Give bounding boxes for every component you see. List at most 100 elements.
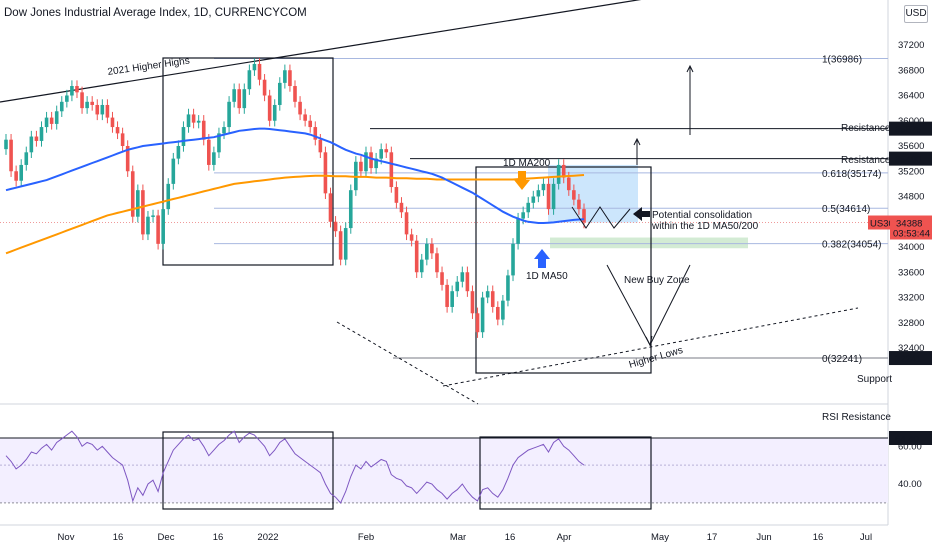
candle-body [501, 300, 505, 320]
fib-level-label: 1(36986) [822, 55, 862, 66]
rsi-line [5, 430, 585, 504]
candle-body [14, 171, 18, 181]
price-tick-label: 35200 [898, 166, 924, 177]
candle-body [125, 146, 130, 172]
candle-body [435, 253, 439, 273]
fib-level-label: 0.382(34054) [822, 240, 882, 251]
candle-body [425, 243, 429, 260]
candle-body [95, 104, 100, 115]
candle-body [75, 86, 79, 93]
ma50-label: 1D MA50 [526, 271, 568, 282]
candle-body [110, 117, 115, 128]
candle-body [333, 221, 338, 232]
symbol-badge: US30 [870, 219, 894, 230]
candle-body [34, 136, 39, 141]
rsi-box-right [479, 436, 652, 510]
candle-body [561, 164, 566, 178]
fib-level-label: 0(32241) [822, 354, 862, 365]
candle-body [521, 212, 525, 219]
candle-body [161, 209, 165, 244]
candle-body [196, 120, 201, 123]
rsi-badge: 64.40 [895, 434, 919, 445]
currency-button[interactable]: USD [904, 5, 928, 23]
candle-body [465, 272, 470, 292]
candle-body [318, 139, 323, 153]
candle-body [136, 190, 140, 217]
candle-body [445, 284, 449, 307]
candle-body [105, 104, 110, 118]
candle-body [29, 136, 34, 153]
fib-level-label: 0.618(35174) [822, 169, 882, 180]
candle-body [389, 152, 394, 188]
candle-body [288, 70, 292, 87]
candle-body [146, 216, 150, 235]
blue-arrow-icon [534, 249, 550, 268]
ma50-line [5, 127, 585, 224]
consolidation-zigzag [571, 206, 631, 229]
candle-body [323, 152, 328, 194]
rsi-tick-label: 40.00 [898, 479, 922, 490]
candle-body [440, 272, 444, 285]
candle-body [247, 70, 252, 90]
candle-body [546, 183, 551, 210]
last-price-badge-bg [890, 215, 932, 240]
time-tick-label: Feb [358, 532, 374, 543]
rsi-box-left [162, 431, 334, 510]
candle-body [70, 86, 74, 96]
resistance2-label: Resistance 2 [841, 123, 899, 134]
candle-body [506, 275, 510, 301]
candle-body [272, 104, 277, 121]
candle-body [379, 149, 383, 159]
candle-body [450, 291, 454, 307]
candle-body [181, 127, 186, 146]
price-tick-label: 34000 [898, 242, 924, 253]
candle-body [237, 89, 242, 109]
candle-body [19, 164, 24, 181]
consolidation-label-2: within the 1D MA50/200 [651, 221, 759, 232]
orange-arrow-icon [514, 171, 530, 190]
last-price-badge: 34388 [896, 219, 922, 230]
consolidation-label-1: Potential consolidation [652, 210, 752, 221]
candle-body [80, 92, 84, 109]
ma200-line [5, 174, 585, 255]
ma200-label: 1D MA200 [503, 158, 551, 169]
candle-body [399, 202, 404, 213]
candle-body [409, 234, 414, 241]
candle-body [90, 101, 94, 105]
candle-body [566, 177, 571, 191]
time-tick-label: 16 [213, 532, 224, 543]
candle-body [222, 127, 226, 134]
price-badge-bg [889, 351, 932, 366]
buy-zone [550, 237, 748, 249]
price-tick-label: 33200 [898, 293, 924, 304]
price-badge: 32241 [895, 354, 921, 365]
arrow-to-fib1-head [686, 64, 694, 73]
candle-body [227, 101, 231, 128]
candle-body [343, 228, 348, 260]
candle-body [130, 171, 135, 217]
candle-body [404, 212, 409, 235]
candle-body [176, 146, 181, 159]
candle-body [217, 133, 221, 153]
candle-body [186, 114, 191, 128]
candle-body [313, 127, 318, 140]
candle-body [85, 101, 89, 109]
candle-body [267, 95, 272, 121]
candle-body [252, 63, 257, 71]
candle-body [303, 114, 307, 121]
resistance1-label: Resistance 1 [841, 155, 899, 166]
time-tick-label: Jul [860, 532, 872, 543]
buy-zone-label: New Buy Zone [624, 275, 690, 286]
candle-body [283, 70, 287, 83]
higher-highs-label: 2021 Higher Highs [107, 56, 191, 78]
consolidation-zone [548, 164, 638, 223]
candle-body [298, 101, 302, 115]
price-tick-label: 32400 [898, 343, 924, 354]
candle-body [430, 243, 434, 254]
candle-body [551, 183, 556, 210]
candle-body [526, 202, 531, 213]
fib-level-label: 0.5(34614) [822, 204, 870, 215]
candle-body [54, 111, 59, 124]
arrow-to-res2-head [633, 137, 641, 146]
